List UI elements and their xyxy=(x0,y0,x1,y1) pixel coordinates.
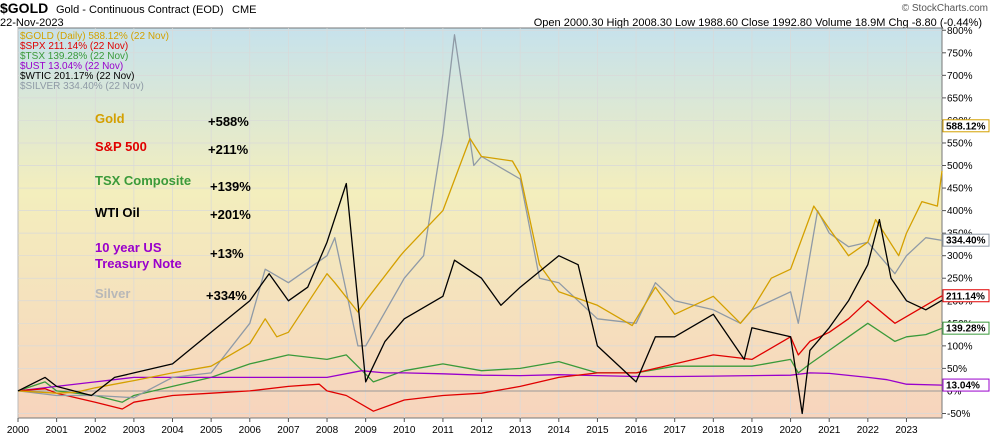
x-tick-label: 2022 xyxy=(857,425,880,436)
grid-layer xyxy=(17,28,942,418)
x-tick-label: 2011 xyxy=(432,425,454,436)
x-tick-label: 2017 xyxy=(664,425,687,436)
annotation-ust-name: 10 year US xyxy=(95,240,162,255)
value-label: 211.14% xyxy=(946,291,985,302)
x-tick-label: 2001 xyxy=(46,425,69,436)
legend-spx: $SPX 211.14% (22 Nov) xyxy=(20,41,128,52)
x-tick-label: 2010 xyxy=(393,425,416,436)
annotation-tsx-pct: +139% xyxy=(210,179,251,194)
x-tick-label: 2012 xyxy=(470,425,493,436)
y-tick-label: 300% xyxy=(947,251,973,262)
x-tick-label: 2015 xyxy=(586,425,609,436)
y-tick-label: 0% xyxy=(947,386,962,397)
x-axis: 2000 2001 2002 2003 2004 2005 2006 2007 2008 2009… xyxy=(7,418,918,436)
annotations: Gold +588% S&P 500 +211% TSX Composite +… xyxy=(95,111,251,303)
x-tick-label: 2007 xyxy=(277,425,300,436)
y-tick-label: 450% xyxy=(947,184,973,195)
value-label: 334.40% xyxy=(946,236,986,247)
y-tick-label: 700% xyxy=(947,71,973,82)
right-value-labels: 588.12% 334.40% 211.14% 139.28% 13.04% xyxy=(942,119,990,392)
annotation-spx-pct: +211% xyxy=(208,142,249,157)
annotation-spx-name: S&P 500 xyxy=(95,139,147,154)
x-tick-label: 2000 xyxy=(7,425,30,436)
series-line-5 xyxy=(17,34,943,399)
annotation-ust-pct: +13% xyxy=(210,246,244,261)
y-tick-label: 800% xyxy=(947,26,973,37)
x-tick-label: 2009 xyxy=(355,425,378,436)
y-tick-label: 500% xyxy=(947,161,973,172)
series-line-4 xyxy=(17,182,943,415)
x-tick-label: 2002 xyxy=(84,425,107,436)
y-tick-label: 650% xyxy=(947,93,973,104)
legend-gold: $GOLD (Daily) 588.12% (22 Nov) xyxy=(20,31,169,42)
value-label-box xyxy=(942,289,990,303)
y-tick-label: 50% xyxy=(947,364,967,375)
value-label: 139.28% xyxy=(946,324,986,335)
x-tick-label: 2004 xyxy=(161,425,184,436)
value-label-box xyxy=(942,119,990,133)
value-label-box xyxy=(942,378,990,392)
chart-subtitle: Gold - Continuous Contract (EOD) xyxy=(56,4,224,16)
x-tick-label: 2014 xyxy=(548,425,571,436)
annotation-gold-name: Gold xyxy=(95,111,125,126)
value-label: 13.04% xyxy=(946,381,980,392)
value-label-box xyxy=(942,233,990,247)
legend-tsx: $TSX 139.28% (22 Nov) xyxy=(20,51,128,62)
annotation-tsx-name: TSX Composite xyxy=(95,173,191,188)
x-tick-label: 2005 xyxy=(200,425,223,436)
quote-line: Open 2000.30 High 2008.30 Low 1988.60 Cl… xyxy=(534,17,982,29)
y-tick-label: 400% xyxy=(947,206,973,217)
watermark: © StockCharts.com xyxy=(902,3,988,14)
series-line-2 xyxy=(17,322,943,403)
chart-symbol: $GOLD xyxy=(0,0,48,16)
chart-date: 22-Nov-2023 xyxy=(0,17,64,29)
x-tick-label: 2018 xyxy=(702,425,725,436)
exchange-label: CME xyxy=(232,4,256,16)
x-tick-label: 2006 xyxy=(239,425,262,436)
y-axis: -50%0%50%100%150%200%250%300%350%400%450… xyxy=(942,26,973,420)
y-tick-label: 750% xyxy=(947,48,973,59)
x-tick-label: 2020 xyxy=(779,425,802,436)
annotation-gold-pct: +588% xyxy=(208,114,249,129)
annotation-ust-name2: Treasury Note xyxy=(95,256,182,271)
y-tick-label: 250% xyxy=(947,274,973,285)
x-tick-label: 2023 xyxy=(895,425,918,436)
legend: $GOLD (Daily) 588.12% (22 Nov) $SPX 211.… xyxy=(20,31,169,92)
value-label: 588.12% xyxy=(946,121,986,132)
annotation-wti-pct: +201% xyxy=(210,207,251,222)
y-tick-label: 550% xyxy=(947,138,973,149)
x-tick-label: 2003 xyxy=(123,425,146,436)
annotation-silver-pct: +334% xyxy=(206,288,247,303)
series-line-0 xyxy=(17,137,943,394)
x-tick-label: 2008 xyxy=(316,425,339,436)
series-layer xyxy=(17,34,943,415)
legend-silver: $SILVER 334.40% (22 Nov) xyxy=(20,81,144,92)
x-tick-label: 2019 xyxy=(741,425,764,436)
x-tick-label: 2016 xyxy=(625,425,648,436)
annotation-silver-name: Silver xyxy=(95,286,130,301)
legend-wtic: $WTIC 201.17% (22 Nov) xyxy=(20,71,135,82)
annotation-wti-name: WTI Oil xyxy=(95,205,140,220)
plot-area xyxy=(17,27,943,419)
series-line-1 xyxy=(17,295,943,412)
value-label-box xyxy=(942,321,990,335)
legend-ust: $UST 13.04% (22 Nov) xyxy=(20,61,123,72)
y-tick-label: 100% xyxy=(947,341,973,352)
series-line-3 xyxy=(17,370,943,392)
y-tick-label: -50% xyxy=(947,409,970,420)
x-tick-label: 2021 xyxy=(818,425,841,436)
x-tick-label: 2013 xyxy=(509,425,532,436)
